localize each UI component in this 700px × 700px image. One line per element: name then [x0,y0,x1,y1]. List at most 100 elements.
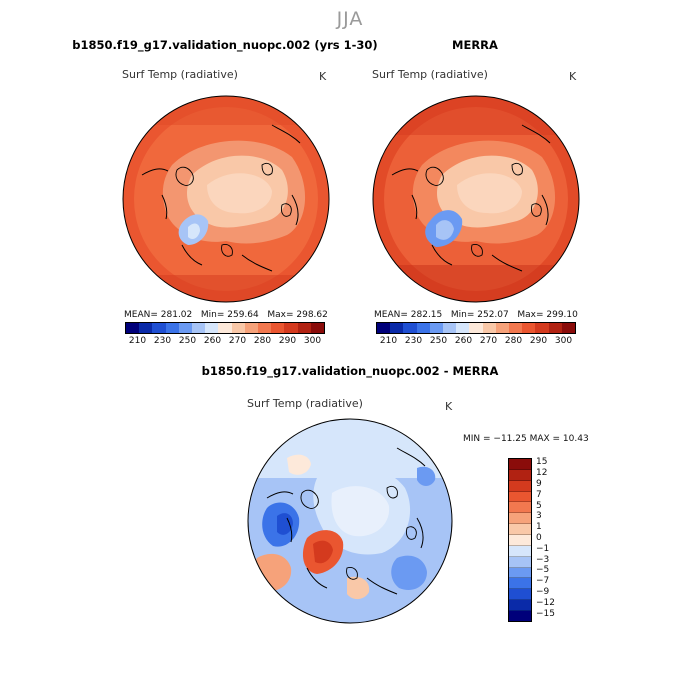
obs-units-label: K [569,70,577,83]
colorbar-swatch [469,323,483,333]
colorbar-tick-label: −1 [536,543,550,554]
colorbar-swatch [509,502,531,514]
colorbar-tick-label: 290 [529,336,548,346]
colorbar-swatch [509,589,531,601]
colorbar-swatch [509,600,531,612]
colorbar-swatch [178,323,193,333]
colorbar-swatch [509,567,531,579]
colorbar-tick-label: 270 [228,336,247,346]
colorbar-tick-label: 260 [454,336,473,346]
colorbar-tick-label: 300 [303,336,322,346]
model-max-value: 298.62 [296,310,328,320]
colorbar-tick-label: 290 [278,336,297,346]
colorbar-swatch [297,323,311,333]
colorbar-swatch [509,513,531,525]
model-polar-map [122,95,330,303]
colorbar-tick-label: 9 [536,479,542,489]
colorbar-tick-label: −12 [536,597,555,608]
colorbar-swatch [509,323,523,333]
colorbar-swatch [218,323,232,333]
colorbar-tick-label: −15 [536,608,555,619]
colorbar-swatch [443,323,457,333]
model-mean-label: MEAN= [124,310,158,320]
colorbar-swatch [548,323,562,333]
model-max-label: Max= [267,310,294,320]
obs-panel-title: MERRA [452,38,498,52]
colorbar-tick-label: 280 [504,336,523,346]
colorbar-tick-label: 300 [554,336,573,346]
obs-polar-map [372,95,580,303]
colorbar-tick-label: 230 [153,336,172,346]
model-colorbar-ticks: 210 230 250 260 270 280 290 300 [125,336,325,346]
colorbar-tick-label: 1 [536,522,542,533]
colorbar-swatch [165,323,179,333]
obs-min-value: 252.07 [477,310,509,320]
colorbar-tick-label: −7 [536,576,550,587]
colorbar-tick-label: 250 [178,336,197,346]
colorbar-swatch [192,323,206,333]
colorbar-swatch [390,323,404,333]
colorbar-tick-label: 15 [536,457,548,468]
colorbar-swatch [509,480,531,492]
colorbar-swatch [231,323,245,333]
colorbar-swatch [509,469,531,481]
obs-mean-label: MEAN= [374,310,408,320]
colorbar-tick-label: 0 [536,533,542,543]
colorbar-swatch [509,556,531,568]
colorbar-tick-label: 3 [536,511,542,522]
colorbar-swatch [403,323,417,333]
colorbar-tick-label: 210 [128,336,147,346]
colorbar-swatch [244,323,259,333]
diff-units-label: K [445,400,453,413]
obs-max-label: Max= [517,310,544,320]
colorbar-swatch [509,459,531,470]
colorbar-tick-label: −3 [536,554,550,565]
colorbar-swatch [456,323,470,333]
colorbar-tick-label: 230 [404,336,423,346]
colorbar-swatch [535,323,549,333]
obs-stats: MEAN= 282.15 Min= 252.07 Max= 299.10 [374,310,578,320]
colorbar-swatch [139,323,153,333]
obs-min-label: Min= [450,310,475,320]
colorbar-swatch [205,323,219,333]
colorbar-swatch [561,323,576,333]
colorbar-tick-label: 7 [536,489,542,500]
diff-panel-title: b1850.f19_g17.validation_nuopc.002 - MER… [201,364,499,378]
colorbar-swatch [509,611,531,621]
colorbar-tick-label: −5 [536,565,550,576]
colorbar-tick-label: 12 [536,468,548,479]
colorbar-swatch [258,323,272,333]
obs-colorbar [376,322,576,334]
model-units-label: K [319,70,327,83]
colorbar-swatch [429,323,444,333]
colorbar-swatch [509,545,531,557]
colorbar-swatch [509,578,531,590]
colorbar-swatch [126,323,140,333]
model-colorbar [125,322,325,334]
colorbar-swatch [310,323,325,333]
obs-variable-label: Surf Temp (radiative) [372,68,488,81]
diff-variable-label: Surf Temp (radiative) [247,397,363,410]
colorbar-swatch [509,535,531,546]
colorbar-tick-label: 210 [379,336,398,346]
diff-colorbar [508,458,532,622]
colorbar-swatch [416,323,430,333]
figure-suptitle: JJA [336,8,364,30]
colorbar-swatch [284,323,298,333]
colorbar-swatch [509,491,531,503]
model-panel-title: b1850.f19_g17.validation_nuopc.002 (yrs … [72,38,378,52]
diff-colorbar-ticks: 15 12 9 7 5 3 1 0 −1 −3 −5 −7 −9 −12 −15 [536,457,576,620]
model-variable-label: Surf Temp (radiative) [122,68,238,81]
obs-mean-value: 282.15 [410,310,443,320]
colorbar-tick-label: −9 [536,587,550,597]
diff-minmax-label: MIN = −11.25 MAX = 10.43 [463,434,589,444]
colorbar-swatch [152,323,166,333]
colorbar-swatch [522,323,536,333]
colorbar-tick-label: 250 [429,336,448,346]
colorbar-swatch [377,323,391,333]
model-mean-value: 281.02 [160,310,193,320]
obs-colorbar-ticks: 210 230 250 260 270 280 290 300 [376,336,576,346]
colorbar-tick-label: 280 [253,336,272,346]
colorbar-tick-label: 5 [536,500,542,511]
model-min-value: 259.64 [227,310,259,320]
